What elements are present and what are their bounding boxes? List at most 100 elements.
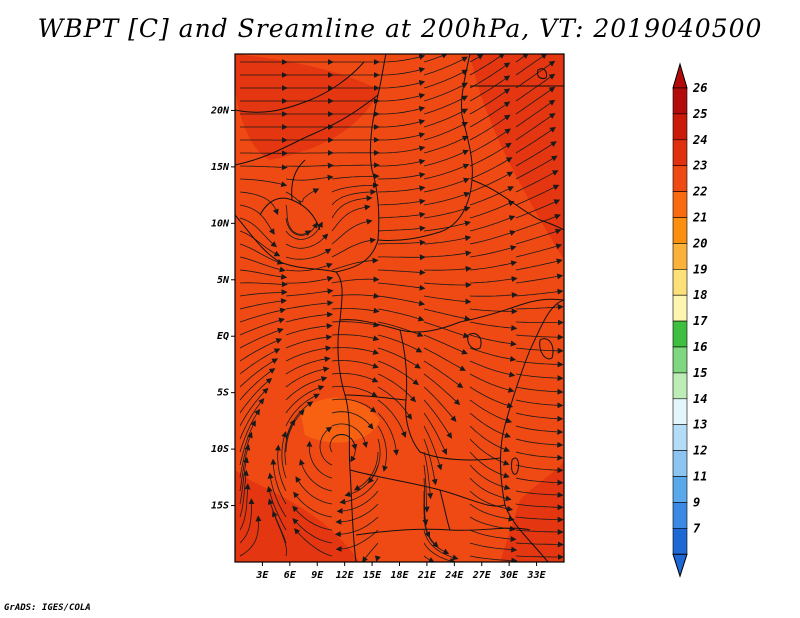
streamline [377, 347, 421, 369]
colorbar-swatch [672, 87, 688, 115]
streamline [469, 101, 511, 128]
streamline [515, 99, 556, 128]
streamline [423, 265, 472, 272]
streamline [423, 399, 453, 439]
streamline [469, 347, 517, 362]
streamline [469, 157, 513, 180]
colorbar-label: 18 [693, 288, 707, 302]
streamline [239, 348, 281, 375]
streamline [377, 269, 426, 276]
streamline [239, 515, 262, 557]
streamline [423, 308, 471, 322]
streamline [285, 409, 305, 453]
streamline [515, 451, 564, 461]
streamline [423, 281, 472, 288]
streamline [329, 434, 358, 453]
lat-tick-label: 10N [211, 218, 230, 229]
streamline [281, 431, 288, 479]
streamline [331, 360, 379, 369]
border-line [235, 61, 365, 113]
streamline [377, 295, 426, 307]
streamline [469, 360, 516, 378]
streamline [299, 459, 333, 492]
lon-tick-label: 21E [417, 570, 437, 581]
lon-tick-label: 18E [390, 570, 409, 581]
streamline [515, 184, 560, 206]
streamline [239, 281, 288, 288]
streamline [239, 178, 288, 188]
streamline [266, 485, 287, 531]
streamline [515, 477, 564, 486]
streamline [239, 419, 256, 466]
streamline [377, 334, 423, 353]
streamline [331, 398, 377, 413]
streamline [239, 243, 284, 265]
streamline [239, 358, 279, 388]
lon-tick-label: 6E [284, 570, 297, 581]
streamline [377, 308, 425, 322]
streamline [515, 425, 564, 435]
streamline [331, 411, 374, 430]
streamline [239, 444, 251, 492]
streamline [239, 431, 253, 479]
streamline [423, 451, 434, 500]
streamline [423, 334, 468, 355]
colorbar-swatch [672, 165, 688, 192]
streamline [423, 108, 469, 128]
streamline [239, 469, 249, 518]
colorbar-swatch [672, 502, 688, 529]
streamline [270, 458, 287, 505]
border-line [471, 179, 564, 231]
streamline [469, 142, 512, 167]
streamline [423, 191, 471, 206]
streamline [274, 444, 287, 492]
lat-tick-label: 15N [211, 162, 230, 173]
streamline [378, 106, 426, 115]
streamline [469, 200, 515, 219]
streamline [239, 456, 249, 505]
streamline [331, 237, 377, 258]
streamline [515, 243, 563, 258]
colorbar-swatch [672, 450, 688, 477]
streamline [378, 158, 426, 167]
streamline [239, 498, 255, 544]
streamline [285, 334, 333, 349]
streamline [331, 204, 371, 232]
streamline [423, 250, 472, 258]
streamline [515, 438, 564, 448]
streamline [469, 321, 518, 331]
streamline [515, 170, 559, 193]
colorbar-label: 26 [692, 81, 707, 95]
colorbar: 26 25 24 23 22 21 20 19 18 17 16 15 14 13 12 11 9 7 [672, 62, 708, 578]
streamline [377, 239, 426, 246]
colorbar-label: 7 [693, 521, 701, 535]
colorbar-swatch [672, 320, 688, 348]
streamline [335, 503, 379, 525]
lat-tick-label: EQ [217, 331, 229, 342]
colorbar-swatch [672, 139, 688, 167]
streamline [378, 145, 426, 154]
streamline [306, 440, 333, 479]
streamline [469, 503, 515, 522]
streamline [334, 516, 379, 538]
streamline [423, 360, 464, 389]
colorbar-swatch [672, 217, 688, 244]
colorbar-top-arrow [672, 62, 688, 89]
streamline [423, 347, 466, 371]
wbpt-patch [235, 470, 360, 562]
streamline [469, 451, 510, 479]
streamline [469, 477, 512, 502]
lon-tick-label: 33E [527, 570, 547, 581]
colorbar-swatch [672, 398, 688, 425]
streamline [515, 199, 561, 219]
streamline [239, 298, 287, 310]
country-borders [235, 54, 564, 562]
colorbar-bottom-arrow [672, 553, 688, 578]
streamline [285, 217, 318, 236]
streamline [285, 204, 312, 236]
streamline [285, 275, 334, 284]
streamline [423, 54, 448, 63]
credit-label: GrADS: IGES/COLA [4, 603, 91, 613]
streamline [336, 490, 379, 515]
